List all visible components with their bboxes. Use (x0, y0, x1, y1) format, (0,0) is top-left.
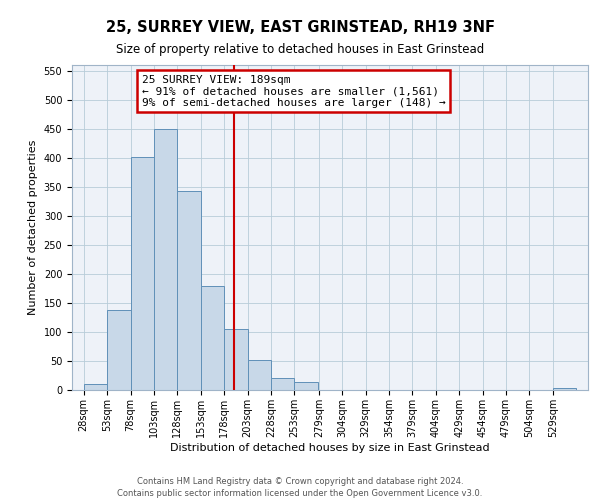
Bar (553, 388, 576, 390)
Bar (248, 360, 271, 390)
Bar (178, 191, 201, 390)
Bar (271, 378, 295, 390)
Bar (154, 130, 178, 390)
Bar (295, 382, 318, 390)
Text: Size of property relative to detached houses in East Grinstead: Size of property relative to detached ho… (116, 42, 484, 56)
Text: Contains public sector information licensed under the Open Government Licence v3: Contains public sector information licen… (118, 489, 482, 498)
Bar (224, 329, 248, 390)
X-axis label: Distribution of detached houses by size in East Grinstead: Distribution of detached houses by size … (170, 442, 490, 452)
Y-axis label: Number of detached properties: Number of detached properties (28, 140, 38, 315)
Bar (107, 310, 131, 390)
Bar (84, 384, 107, 390)
Text: 25 SURREY VIEW: 189sqm
← 91% of detached houses are smaller (1,561)
9% of semi-d: 25 SURREY VIEW: 189sqm ← 91% of detached… (142, 74, 445, 108)
Bar (201, 286, 224, 390)
Bar (131, 158, 154, 390)
Text: 25, SURREY VIEW, EAST GRINSTEAD, RH19 3NF: 25, SURREY VIEW, EAST GRINSTEAD, RH19 3N… (106, 20, 494, 35)
Text: Contains HM Land Registry data © Crown copyright and database right 2024.: Contains HM Land Registry data © Crown c… (137, 478, 463, 486)
